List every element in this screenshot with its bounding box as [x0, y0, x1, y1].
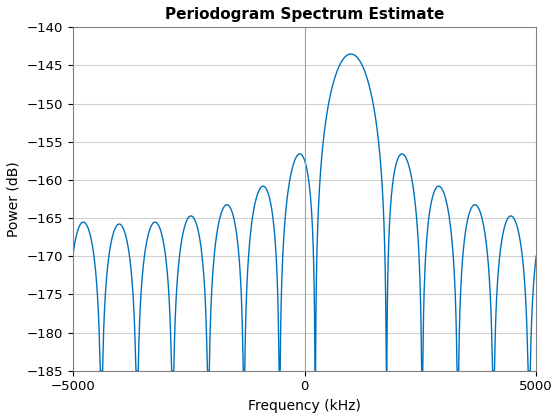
Y-axis label: Power (dB): Power (dB) [7, 161, 21, 237]
X-axis label: Frequency (kHz): Frequency (kHz) [248, 399, 361, 413]
Title: Periodogram Spectrum Estimate: Periodogram Spectrum Estimate [165, 7, 444, 22]
